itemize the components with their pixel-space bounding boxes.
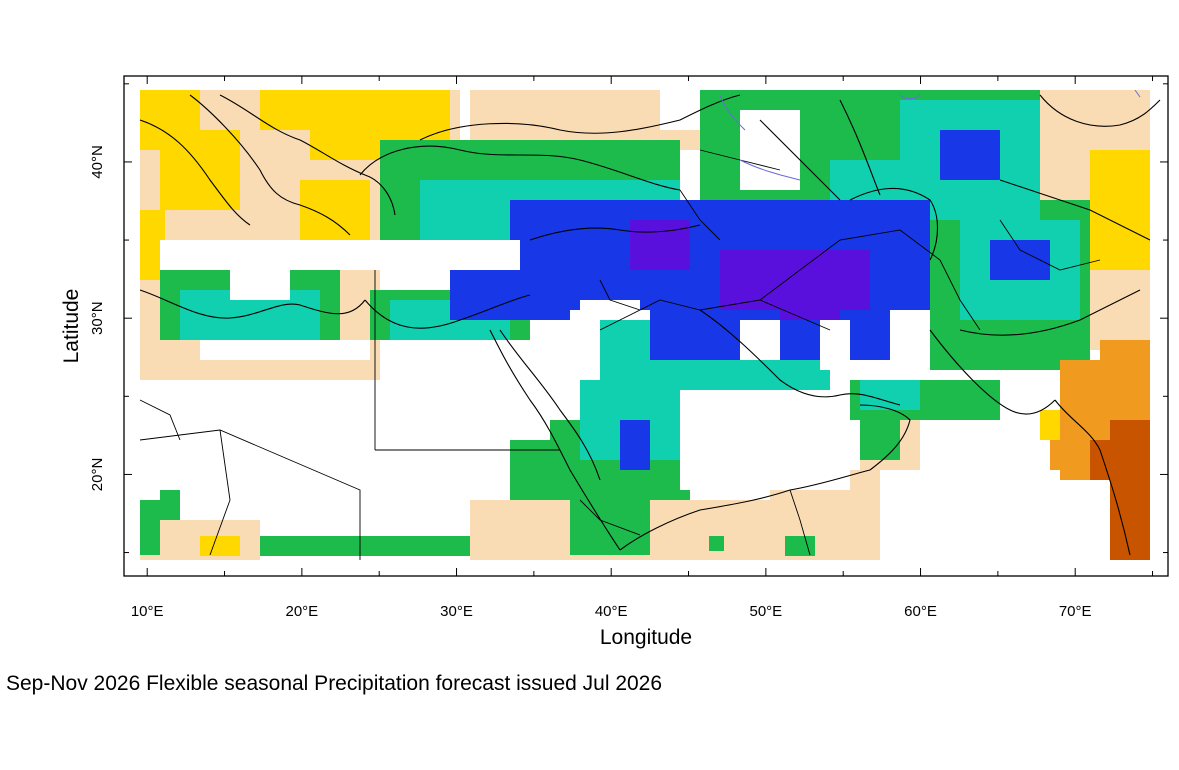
x-tick-label: 60°E	[904, 603, 937, 620]
rivers	[719, 89, 1141, 181]
wet-extreme-areas	[630, 220, 870, 320]
y-axis-ticks: 40°N 30°N 20°N	[89, 83, 1168, 554]
x-tick-label: 20°E	[286, 603, 319, 620]
precipitation-field	[139, 89, 1161, 560]
y-tick-label: 30°N	[89, 301, 106, 335]
figure-caption: Sep-Nov 2026 Flexible seasonal Precipita…	[6, 672, 663, 695]
x-tick-label: 30°E	[440, 603, 473, 620]
borders	[139, 149, 1101, 560]
x-tick-label: 70°E	[1059, 603, 1092, 620]
dry-strong-areas	[1090, 420, 1150, 560]
coastlines	[139, 94, 1161, 556]
x-tick-label: 50°E	[750, 603, 783, 620]
x-tick-label: 10°E	[131, 603, 164, 620]
x-axis-ticks: 10°E 20°E 30°E 40°E 50°E 60°E 70°E	[131, 76, 1154, 620]
x-tick-label: 40°E	[595, 603, 628, 620]
plot-frame	[123, 75, 1169, 577]
y-tick-label: 40°N	[89, 145, 106, 179]
x-axis-title: Longitude	[600, 626, 692, 649]
y-axis-title: Latitude	[60, 289, 83, 364]
y-tick-label: 20°N	[89, 458, 106, 492]
